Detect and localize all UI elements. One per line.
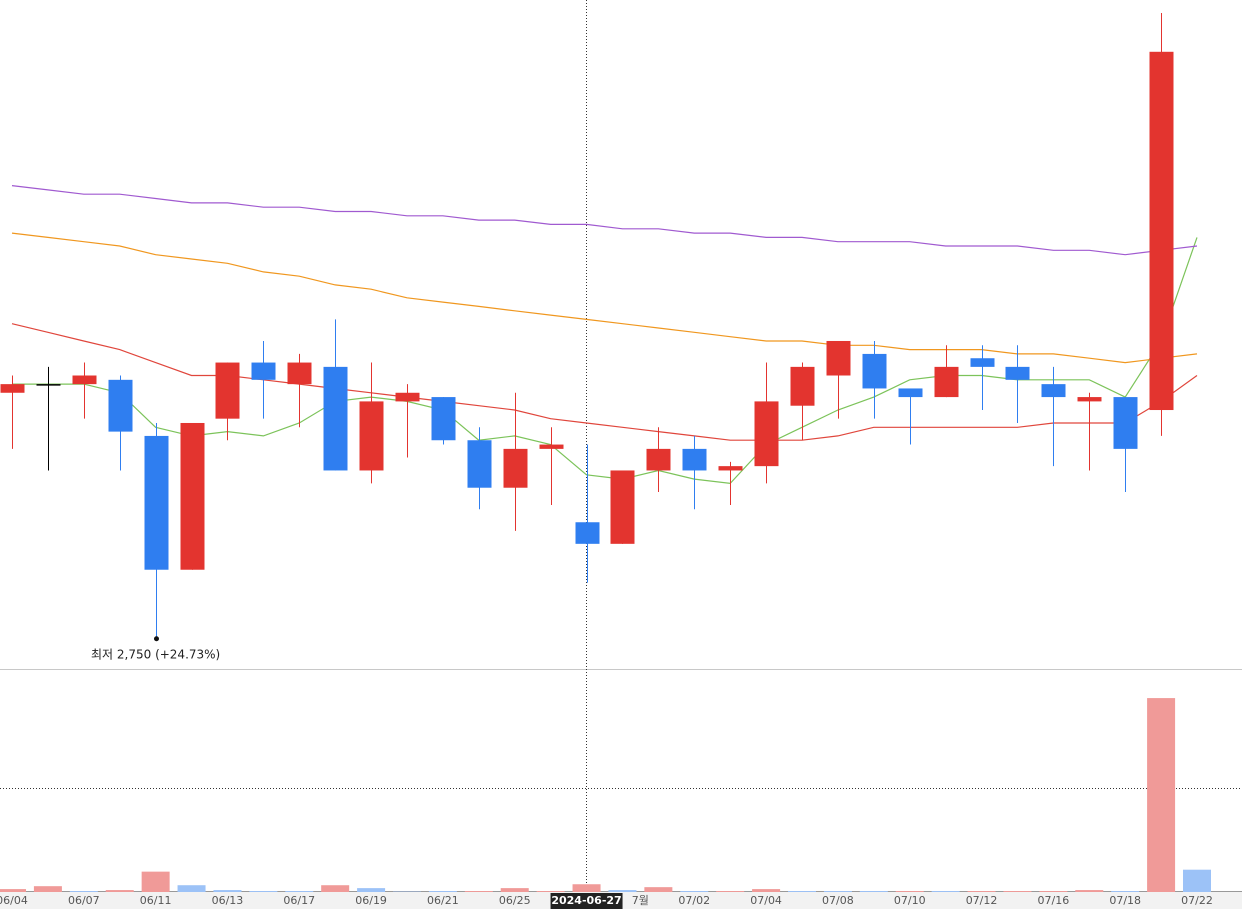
x-tick-label: 07/02 (678, 894, 710, 907)
volume-bar (1075, 890, 1104, 892)
x-tick-label: 07/04 (750, 894, 782, 907)
candle-body (862, 353, 887, 389)
x-tick-label: 07/12 (966, 894, 998, 907)
moving-average-line (12, 237, 1198, 485)
candle-body (1113, 397, 1138, 449)
candle-body (395, 392, 420, 402)
volume-bar (1003, 891, 1032, 892)
volume-bar (464, 891, 493, 892)
moving-average-line (11, 185, 1198, 256)
candle-body (610, 470, 635, 544)
volume-bar (608, 890, 637, 892)
volume-bar (788, 891, 816, 892)
volume-bar (680, 891, 709, 892)
x-tick-label: 06/13 (212, 894, 244, 907)
volume-bar (859, 891, 888, 892)
candle-body (682, 448, 707, 471)
candle-body (108, 379, 133, 432)
volume-bar (752, 889, 781, 892)
candle-body (1005, 366, 1030, 380)
candle-body (180, 422, 205, 570)
volume-bar (1111, 891, 1140, 892)
volume-bar (895, 891, 924, 892)
volume-bar (321, 885, 350, 892)
candle-body (467, 440, 492, 488)
volume-bar (967, 891, 996, 892)
candle-body (970, 358, 995, 367)
candle-body (0, 384, 25, 393)
volume-bar (644, 887, 673, 892)
volume-bar (357, 888, 386, 892)
candle-body (251, 362, 276, 380)
candle-body (36, 384, 61, 386)
x-tick-label: 07/16 (1038, 894, 1070, 907)
volume-bar (428, 891, 457, 892)
volume-bar (716, 891, 745, 892)
x-tick-label: 07/22 (1181, 894, 1213, 907)
x-tick-label: 06/25 (499, 894, 531, 907)
volume-bar (1039, 891, 1068, 892)
volume-bar (141, 871, 170, 892)
low-annotation: 최저 2,750 (+24.73%) (91, 647, 220, 661)
candle-body (1149, 51, 1174, 411)
candle-body (431, 397, 456, 441)
candle-body (359, 401, 384, 471)
candle-body (72, 375, 97, 385)
volume-bar (572, 884, 601, 892)
volume-bar (285, 891, 314, 892)
volume-bar (823, 891, 852, 892)
x-tick-label: 06/07 (68, 894, 100, 907)
x-tick-label: 06/04 (0, 894, 28, 907)
volume-bar (177, 885, 206, 892)
candle-body (646, 448, 671, 471)
candle-body (718, 466, 743, 471)
volume-bar (1147, 698, 1176, 892)
volume-bar (33, 886, 62, 892)
candle-body (575, 522, 600, 544)
candle-body (323, 366, 348, 471)
candle-body (790, 366, 815, 406)
candle-body (144, 435, 169, 570)
volume-bar (105, 890, 134, 892)
x-tick-label: 07/18 (1109, 894, 1141, 907)
x-tick-label: 06/21 (427, 894, 459, 907)
moving-average-line (11, 323, 1198, 441)
volume-bar (213, 890, 242, 892)
volume-bar (1183, 869, 1211, 892)
candle-body (1041, 384, 1066, 398)
candle-body (898, 388, 923, 398)
x-tick-label: 2024-06-27 (551, 894, 621, 907)
x-tick-label: 06/11 (140, 894, 172, 907)
low-marker (154, 636, 159, 642)
volume-bar (249, 891, 278, 892)
volume-bar (69, 891, 98, 892)
volume-bar (536, 891, 565, 892)
candle-body (215, 362, 240, 419)
candle-body (503, 448, 528, 488)
x-tick-label: 7월 (632, 894, 649, 907)
candle-body (754, 401, 779, 467)
volume-bar (931, 891, 960, 892)
candle-body (934, 366, 959, 398)
candle-body (539, 444, 564, 449)
volume-bar (500, 888, 529, 892)
candle-body (287, 362, 312, 385)
x-tick-label: 07/10 (894, 894, 926, 907)
candle-body (1077, 397, 1102, 402)
candle-body (826, 340, 851, 376)
crosshair-date-box (550, 893, 623, 909)
x-tick-label: 06/17 (283, 894, 315, 907)
moving-average-line (11, 232, 1198, 364)
x-tick-label: 07/08 (822, 894, 854, 907)
x-tick-label: 06/19 (355, 894, 387, 907)
volume-bar (0, 889, 26, 892)
